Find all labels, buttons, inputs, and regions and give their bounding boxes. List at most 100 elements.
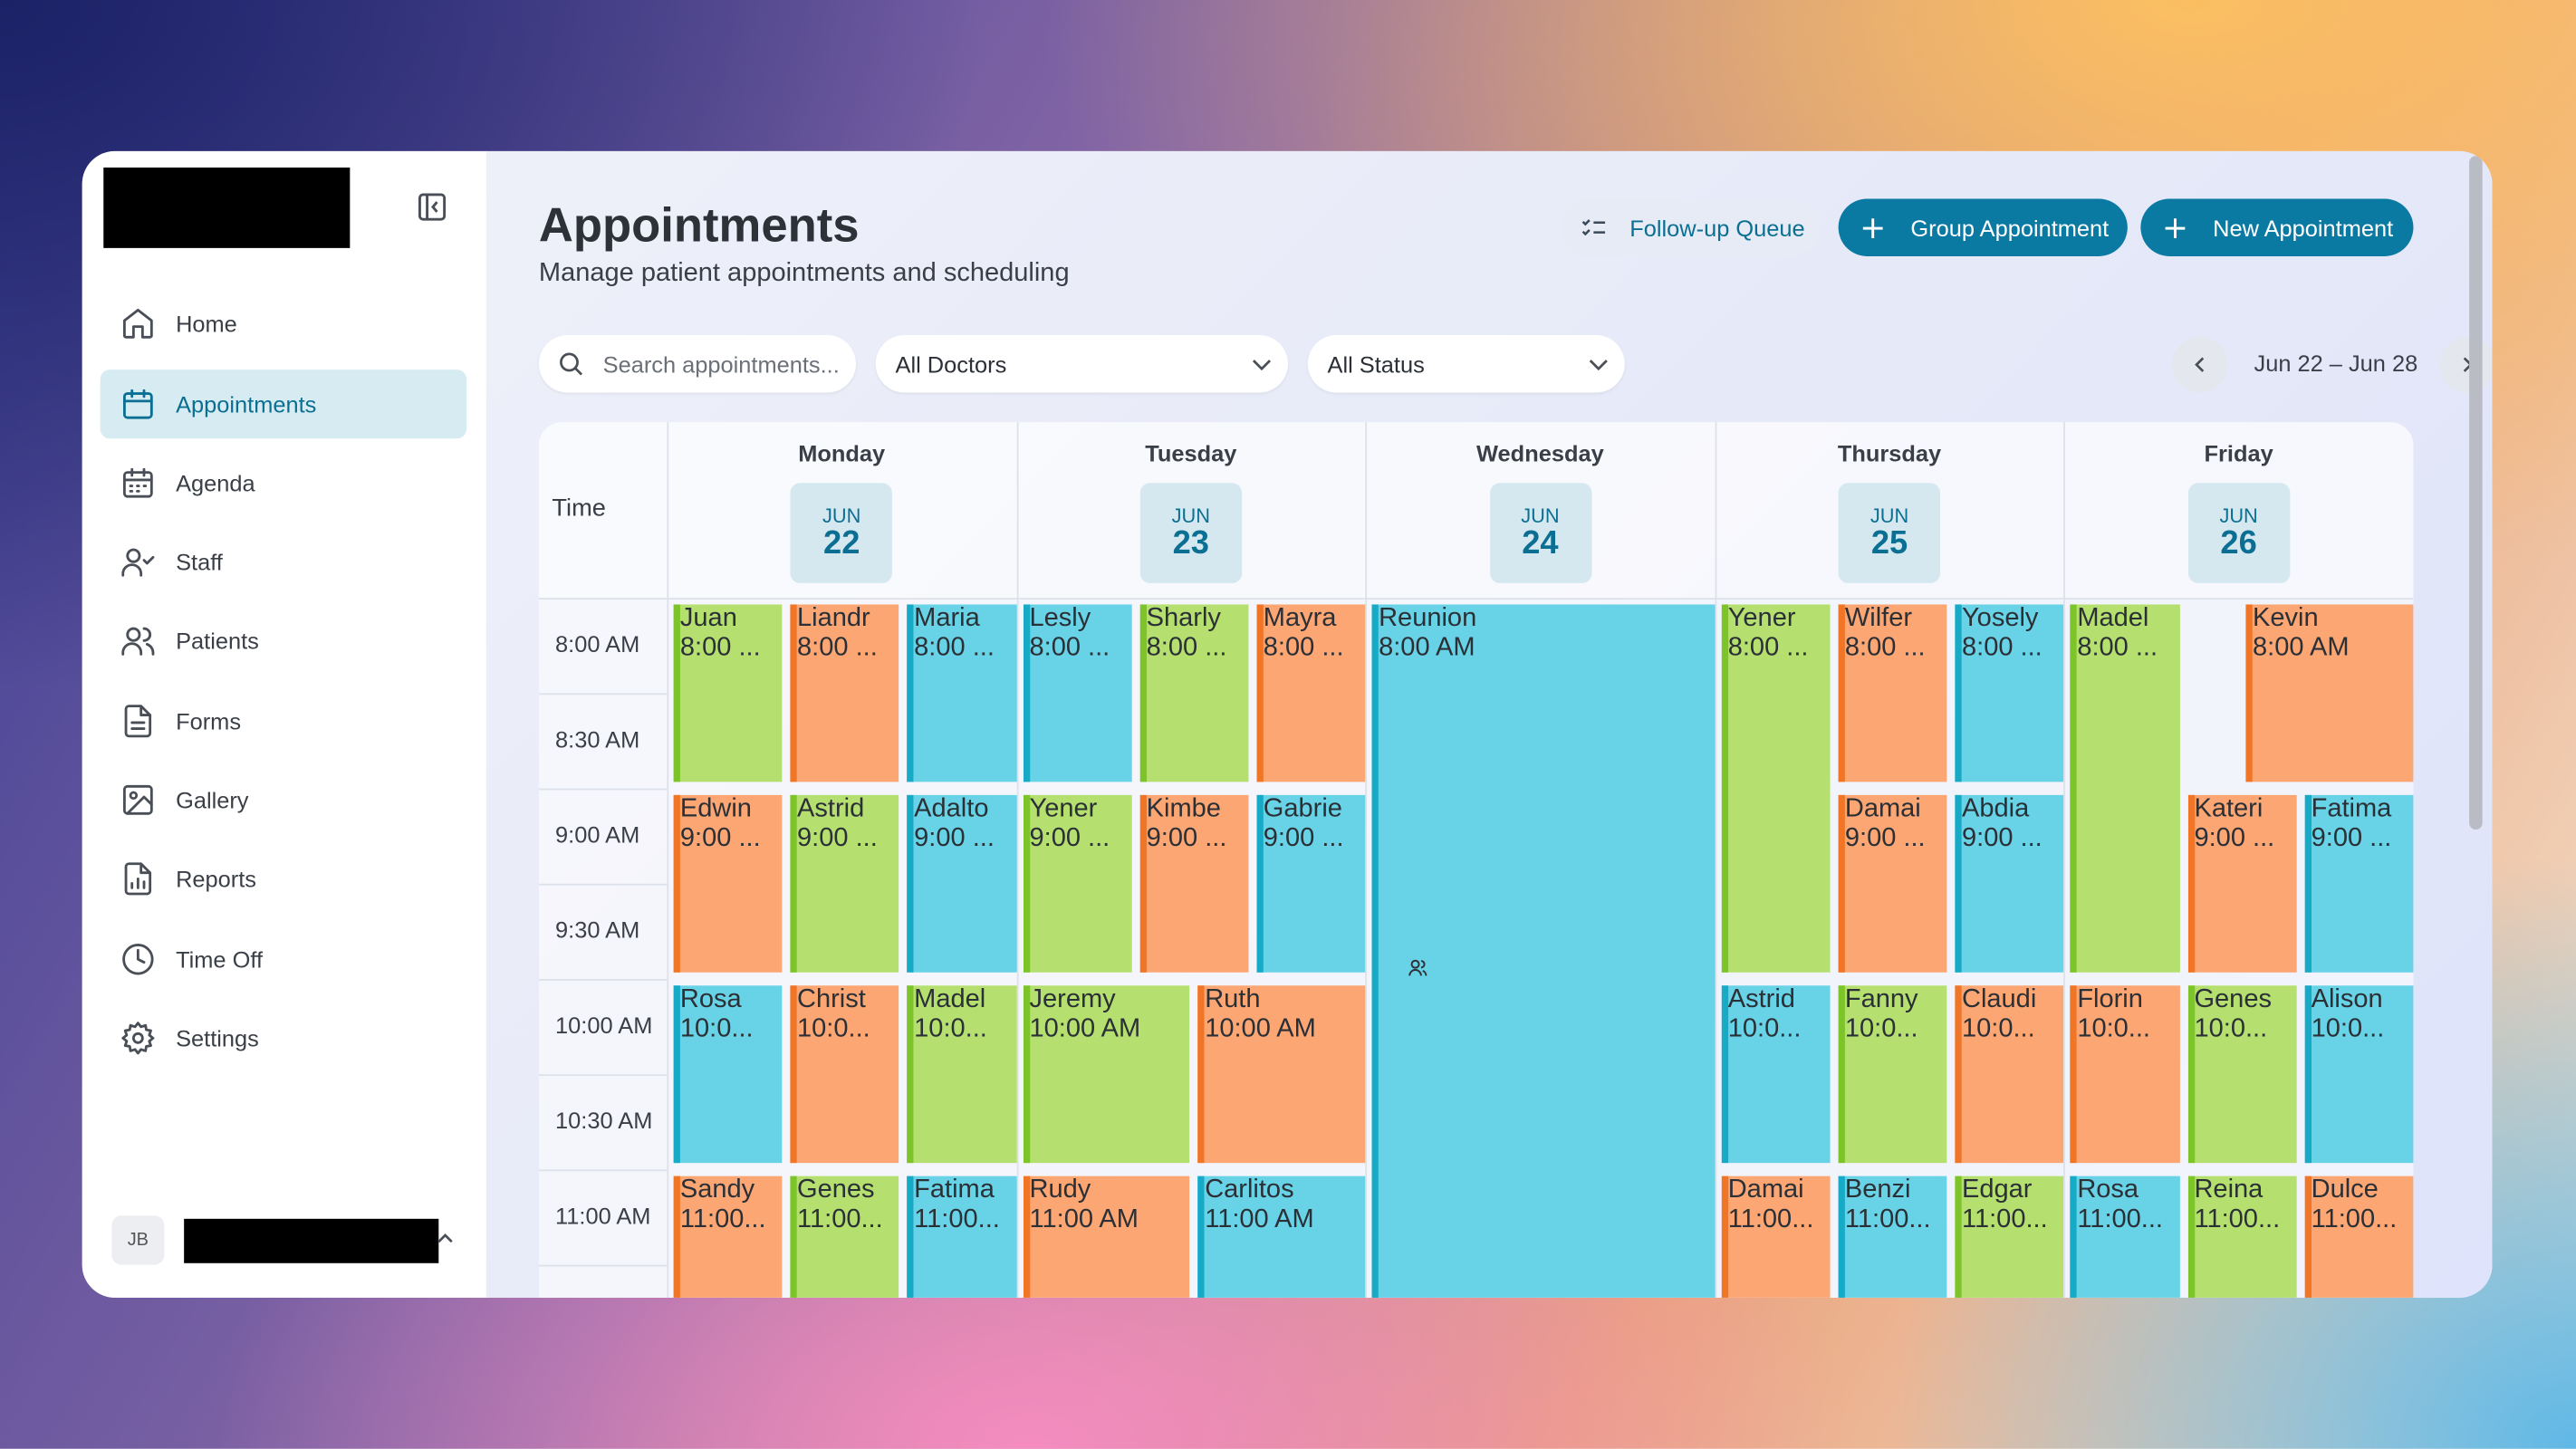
appointment-card[interactable]: Benzi 11:00... (1838, 1176, 1947, 1298)
appointment-card[interactable]: Liandr 8:00 ... (790, 604, 899, 782)
appointment-time: 10:0... (1727, 1014, 1802, 1043)
user-avatar[interactable]: JB (111, 1215, 165, 1265)
appointment-card[interactable]: Madel 10:0... (907, 985, 1016, 1164)
scrollbar-thumb[interactable] (2469, 156, 2483, 830)
appointment-card[interactable]: Lesly 8:00 ... (1023, 604, 1132, 782)
search-placeholder: Search appointments... (602, 350, 840, 378)
appointment-card[interactable]: Rudy 11:00 AM (1023, 1176, 1190, 1298)
appointment-card[interactable]: Adalto 9:00 ... (907, 794, 1016, 973)
day-name: Monday (798, 440, 886, 467)
user-menu-caret[interactable] (437, 1232, 453, 1245)
appointment-card[interactable]: Alison 10:0... (2304, 985, 2414, 1164)
appointment-name: Sharly (1146, 604, 1221, 633)
main-content: Appointments Manage patient appointments… (485, 150, 2493, 1298)
appointment-card[interactable]: Maria 8:00 ... (907, 604, 1016, 782)
appointment-card[interactable]: Genes 11:00... (790, 1176, 899, 1298)
appointment-card[interactable]: Kevin 8:00 AM (2245, 604, 2414, 782)
logo-redacted (103, 168, 351, 248)
appointment-card[interactable]: Yener 8:00 ... (1721, 604, 1831, 973)
appointment-card[interactable]: Astrid 9:00 ... (790, 794, 899, 973)
date-chip: JUN 22 (790, 483, 893, 583)
appointment-name: Yener (1727, 604, 1796, 633)
appointment-name: Yener (1029, 794, 1098, 823)
page-title: Appointments (538, 200, 860, 254)
appointment-card[interactable]: Damai 9:00 ... (1838, 794, 1947, 973)
appointment-time: 10:0... (1961, 1014, 2035, 1043)
previous-week-button[interactable] (2171, 336, 2228, 393)
appointment-card[interactable]: Juan 8:00 ... (673, 604, 783, 782)
date-day: 22 (823, 525, 860, 562)
appointment-card[interactable]: Astrid 10:0... (1721, 985, 1831, 1164)
appointment-card[interactable]: Fatima 9:00 ... (2304, 794, 2414, 973)
nav-item[interactable]: Agenda (101, 448, 466, 517)
nav-item[interactable]: Reports (101, 844, 466, 913)
group-appointment-button[interactable]: Group Appointment (1838, 198, 2128, 256)
nav-item[interactable]: Home (101, 289, 466, 358)
appointment-card[interactable]: Edgar 11:00... (1955, 1176, 2064, 1298)
appointment-card[interactable]: Florin 10:0... (2071, 985, 2180, 1164)
appointment-name: Mayra (1263, 604, 1337, 633)
appointment-card[interactable]: Edwin 9:00 ... (673, 794, 783, 973)
appointment-time: 9:00 ... (1263, 824, 1344, 853)
app-window: Home Appointments Agenda Staff Patients … (82, 150, 2493, 1298)
appointment-card[interactable]: Yosely 8:00 ... (1955, 604, 2064, 782)
appointment-name: Edgar (1961, 1176, 2033, 1204)
appointment-time: 10:0... (2194, 1014, 2268, 1043)
appointment-time: 10:0... (797, 1014, 870, 1043)
appointment-card[interactable]: Kimbe 9:00 ... (1139, 794, 1249, 973)
appointment-time: 9:00 ... (1146, 824, 1227, 853)
appointment-card[interactable]: Kateri 9:00 ... (2187, 794, 2297, 973)
date-chip: JUN 26 (2187, 483, 2290, 583)
appointment-card[interactable]: Rosa 10:0... (673, 985, 783, 1164)
status-filter[interactable]: All Status (1307, 335, 1625, 393)
nav-item[interactable]: Staff (101, 527, 466, 596)
nav-item[interactable]: Forms (101, 686, 466, 755)
nav-label: Forms (176, 707, 242, 734)
appointment-card[interactable]: Yener 9:00 ... (1023, 794, 1132, 973)
appointment-card[interactable]: Reunion 8:00 AM (1371, 604, 1716, 1298)
doctor-filter[interactable]: All Doctors (875, 335, 1289, 393)
row-line (538, 979, 668, 981)
appointment-name: Rudy (1029, 1176, 1091, 1204)
appointment-card[interactable]: Rosa 11:00... (2071, 1176, 2180, 1298)
appointment-card[interactable]: Sandy 11:00... (673, 1176, 783, 1298)
appointment-card[interactable]: Gabrie 9:00 ... (1256, 794, 1366, 973)
time-label: 8:00 AM (555, 630, 640, 657)
appointment-time: 10:0... (2077, 1014, 2151, 1043)
new-appointment-button[interactable]: New Appointment (2140, 198, 2414, 256)
next-week-button[interactable] (2439, 336, 2493, 393)
nav-item[interactable]: Gallery (101, 765, 466, 834)
appointment-card[interactable]: Mayra 8:00 ... (1256, 604, 1366, 782)
nav-label: Reports (176, 865, 257, 892)
appointment-card[interactable]: Madel 8:00 ... (2071, 604, 2180, 973)
nav-item[interactable]: Appointments (100, 369, 467, 439)
appointment-card[interactable]: Abdia 9:00 ... (1955, 794, 2064, 973)
appointment-card[interactable]: Fatima 11:00... (907, 1176, 1016, 1298)
appointment-time: 9:00 ... (1844, 824, 1926, 853)
appointment-card[interactable]: Fanny 10:0... (1838, 985, 1947, 1164)
appointment-card[interactable]: Ruth 10:00 AM (1197, 985, 1366, 1164)
appointment-time: 10:00 AM (1205, 1014, 1316, 1043)
row-line (538, 788, 668, 791)
nav-item[interactable]: Settings (101, 1003, 466, 1072)
appointment-name: Dulce (2311, 1176, 2379, 1204)
date-month: JUN (1521, 504, 1560, 528)
appointment-card[interactable]: Sharly 8:00 ... (1139, 604, 1249, 782)
day-name: Tuesday (1145, 440, 1237, 467)
appointment-card[interactable]: Genes 10:0... (2187, 985, 2297, 1164)
follow-up-queue-button[interactable]: Follow-up Queue (1561, 198, 1821, 256)
nav-item[interactable]: Time Off (101, 925, 466, 993)
appointment-card[interactable]: Jeremy 10:00 AM (1023, 985, 1190, 1164)
appointment-card[interactable]: Claudi 10:0... (1955, 985, 2064, 1164)
appointment-card[interactable]: Dulce 11:00... (2304, 1176, 2414, 1298)
appointment-card[interactable]: Reina 11:00... (2187, 1176, 2297, 1298)
appointment-time: 8:00 ... (1263, 634, 1344, 662)
date-month: JUN (2219, 504, 2258, 528)
search-box[interactable]: Search appointments... (538, 335, 856, 393)
nav-item[interactable]: Patients (101, 606, 466, 675)
appointment-card[interactable]: Wilfer 8:00 ... (1838, 604, 1947, 782)
appointment-card[interactable]: Carlitos 11:00 AM (1197, 1176, 1366, 1298)
collapse-button[interactable] (418, 192, 447, 222)
appointment-card[interactable]: Damai 11:00... (1721, 1176, 1831, 1298)
appointment-card[interactable]: Christ 10:0... (790, 985, 899, 1164)
